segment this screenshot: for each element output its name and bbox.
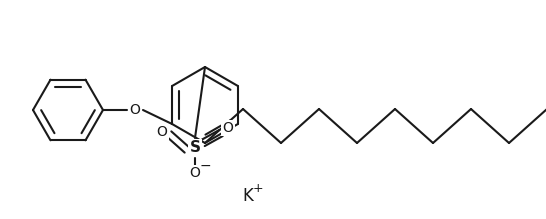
Text: S: S [189, 141, 200, 155]
Text: K: K [242, 187, 253, 205]
Text: O: O [129, 103, 140, 117]
Text: +: + [253, 182, 263, 196]
Text: O: O [223, 121, 234, 135]
Text: O: O [157, 125, 168, 139]
Text: −: − [199, 159, 211, 173]
Text: O: O [189, 166, 200, 180]
